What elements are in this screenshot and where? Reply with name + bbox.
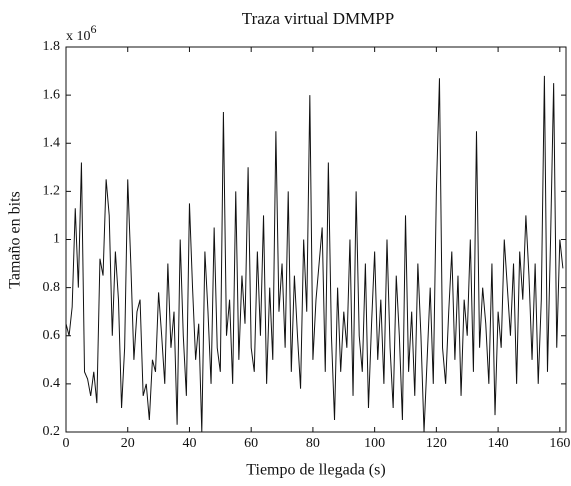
y-tick-label: 0.6 bbox=[43, 328, 61, 343]
y-tick-label: 1.2 bbox=[43, 184, 61, 199]
x-tick-label: 140 bbox=[488, 436, 509, 451]
x-tick-label: 160 bbox=[549, 436, 570, 451]
y-tick-label: 0.4 bbox=[43, 376, 61, 391]
x-tick-label: 100 bbox=[364, 436, 385, 451]
y-tick-label: 0.2 bbox=[43, 424, 61, 439]
y-tick-label: 1.6 bbox=[43, 87, 61, 102]
y-scale-base: x 10 bbox=[66, 29, 91, 44]
y-tick-label: 0.8 bbox=[43, 280, 61, 295]
x-tick-label: 80 bbox=[306, 436, 320, 451]
x-tick-label: 20 bbox=[121, 436, 135, 451]
y-scale-label: x 106 bbox=[66, 22, 97, 44]
chart-title: Traza virtual DMMPP bbox=[242, 9, 394, 28]
x-tick-label: 60 bbox=[244, 436, 258, 451]
x-tick-label: 40 bbox=[182, 436, 196, 451]
y-scale-exponent: 6 bbox=[91, 22, 97, 36]
x-tick-label: 120 bbox=[426, 436, 447, 451]
x-tick-label: 0 bbox=[63, 436, 70, 451]
data-line bbox=[65, 75, 564, 433]
y-tick-label: 1.8 bbox=[43, 39, 61, 54]
plot-frame bbox=[65, 46, 567, 433]
y-tick-label: 1.4 bbox=[43, 135, 61, 150]
y-tick-label: 1 bbox=[53, 232, 60, 247]
y-axis-label: Tamaño en bits bbox=[7, 191, 24, 289]
x-axis-label: Tiempo de llegada (s) bbox=[246, 462, 385, 479]
